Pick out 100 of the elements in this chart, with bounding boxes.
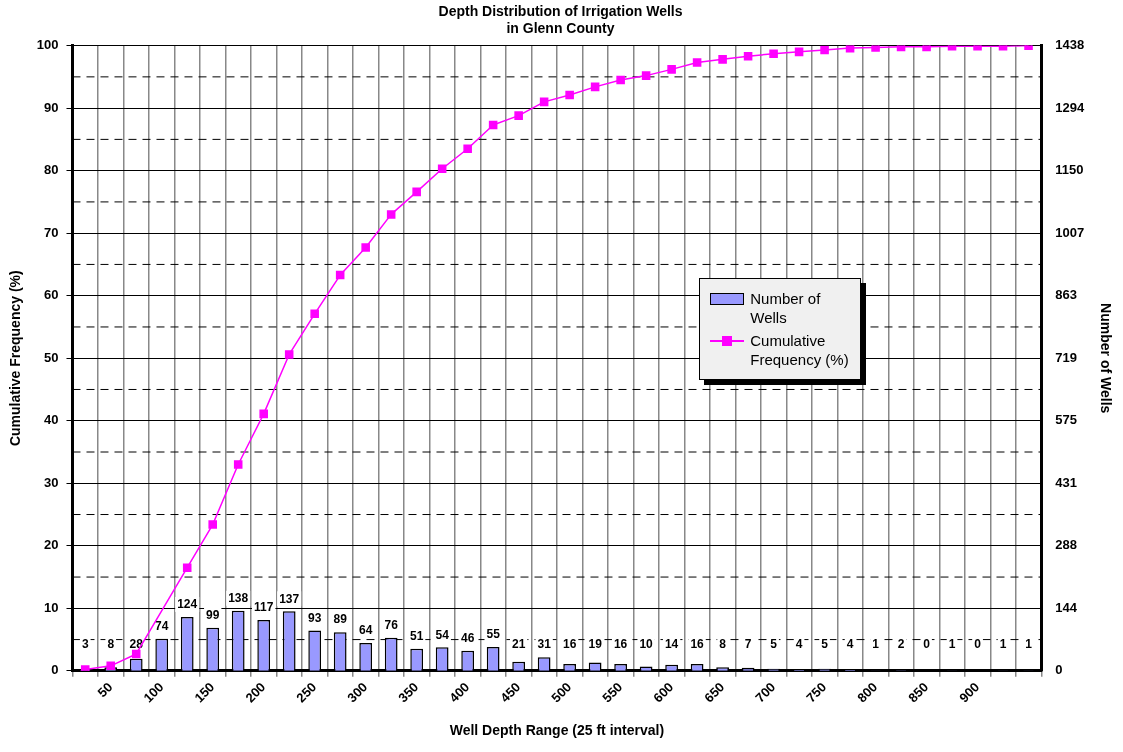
- data-label: 76: [384, 618, 399, 633]
- data-label: 7: [744, 637, 752, 652]
- y2-tick-label: 1294: [1055, 99, 1085, 115]
- point: [871, 45, 880, 52]
- data-label: 99: [206, 608, 220, 623]
- point: [616, 75, 625, 85]
- data-label: 1: [872, 637, 880, 652]
- chart-title: Depth Distribution of Irrigation Wells in Glenn County: [438, 3, 683, 37]
- y-axis-title: Cumulative Frequency (%): [7, 270, 24, 447]
- data-label: 5: [821, 637, 829, 652]
- y2-tick-label: 1150: [1055, 162, 1084, 178]
- data-label: 21: [511, 637, 526, 652]
- data-label: 89: [333, 612, 348, 627]
- x-tick-label: 850: [905, 679, 932, 706]
- x-axis-title: Well Depth Range (25 ft interval): [449, 722, 665, 739]
- data-label: 16: [690, 637, 705, 652]
- y2-tick-label: 719: [1055, 349, 1077, 365]
- x-tick-label: 750: [803, 679, 830, 706]
- data-label: 19: [588, 637, 603, 652]
- y-tick-label: 40: [44, 412, 59, 428]
- point: [233, 460, 243, 469]
- data-label: 2: [897, 637, 905, 652]
- data-label: 0: [974, 637, 982, 652]
- x-tick-label: 500: [548, 679, 575, 706]
- y-tick-label: 80: [44, 162, 59, 178]
- data-label: 46: [460, 631, 475, 646]
- point: [106, 661, 116, 671]
- x-tick-label: 200: [242, 679, 269, 706]
- data-label: 3: [81, 637, 89, 652]
- point: [284, 350, 294, 359]
- y2-tick-label: 288: [1055, 537, 1077, 553]
- y2-tick-label: 431: [1055, 475, 1077, 491]
- data-label: 54: [435, 627, 450, 642]
- y-tick-label: 50: [44, 349, 59, 365]
- data-label: 1: [1025, 637, 1033, 652]
- point: [539, 97, 549, 107]
- y2-tick-label: 1438: [1055, 37, 1085, 53]
- point: [361, 243, 370, 252]
- data-label: 138: [228, 591, 249, 606]
- data-label: 10: [639, 637, 654, 652]
- data-label: 124: [177, 597, 198, 612]
- point: [641, 71, 651, 80]
- point: [590, 82, 600, 92]
- data-label: 137: [279, 591, 300, 606]
- x-tick-label: 900: [956, 679, 983, 706]
- data-label: 16: [562, 637, 577, 652]
- y2-tick-label: 144: [1055, 599, 1078, 615]
- point: [667, 65, 676, 74]
- x-tick-label: 650: [701, 679, 728, 706]
- y-tick-label: 100: [36, 37, 59, 53]
- data-label: 28: [129, 637, 144, 652]
- x-tick-label: 700: [752, 679, 779, 706]
- y-tick-label: 60: [44, 287, 59, 303]
- point: [335, 270, 345, 280]
- x-tick-label: 400: [446, 679, 473, 706]
- data-label: 93: [308, 610, 322, 625]
- point: [131, 649, 141, 659]
- data-label: 117: [254, 600, 274, 615]
- y2-tick-label: 1007: [1055, 224, 1085, 240]
- point: [922, 45, 931, 52]
- data-label: 16: [613, 637, 628, 652]
- data-label: 4: [795, 637, 803, 652]
- point: [259, 409, 268, 419]
- point: [769, 49, 778, 59]
- data-label: 1: [948, 637, 956, 652]
- data-label: 31: [537, 637, 552, 652]
- point: [718, 55, 727, 64]
- data-label: 4: [846, 637, 854, 652]
- y2-tick-label: 863: [1055, 287, 1077, 303]
- data-label: 64: [359, 623, 373, 638]
- point: [565, 90, 574, 100]
- x-tick-label: 550: [599, 679, 626, 706]
- y2-axis-title: Number of Wells: [1097, 303, 1114, 414]
- y2-tick-label: 0: [1055, 662, 1063, 678]
- data-label: 55: [486, 627, 501, 642]
- point: [386, 210, 396, 219]
- x-tick-label: 600: [650, 679, 677, 706]
- y-tick-label: 70: [44, 224, 59, 240]
- point: [412, 187, 421, 197]
- point: [208, 520, 217, 529]
- point: [692, 58, 702, 67]
- x-tick-label: 300: [344, 679, 371, 706]
- point: [463, 144, 472, 154]
- x-tick-label: 800: [854, 679, 881, 706]
- y2-tick-label: 575: [1055, 412, 1077, 428]
- y-tick-label: 20: [44, 537, 59, 553]
- data-label: 74: [155, 618, 169, 633]
- x-tick-label: 100: [140, 679, 167, 706]
- legend-label: Number of Wells: [750, 289, 822, 328]
- x-tick-label: 450: [497, 679, 524, 706]
- data-label: 0: [923, 637, 931, 652]
- data-label: 1: [999, 637, 1007, 652]
- point: [820, 45, 829, 55]
- data-label: 14: [664, 637, 679, 652]
- y-tick-label: 0: [51, 662, 59, 678]
- data-label: 51: [409, 628, 424, 643]
- legend-label: Cumulative Frequency (%): [750, 331, 850, 370]
- x-tick-label: 50: [94, 679, 116, 701]
- point: [437, 164, 447, 174]
- point: [743, 51, 753, 61]
